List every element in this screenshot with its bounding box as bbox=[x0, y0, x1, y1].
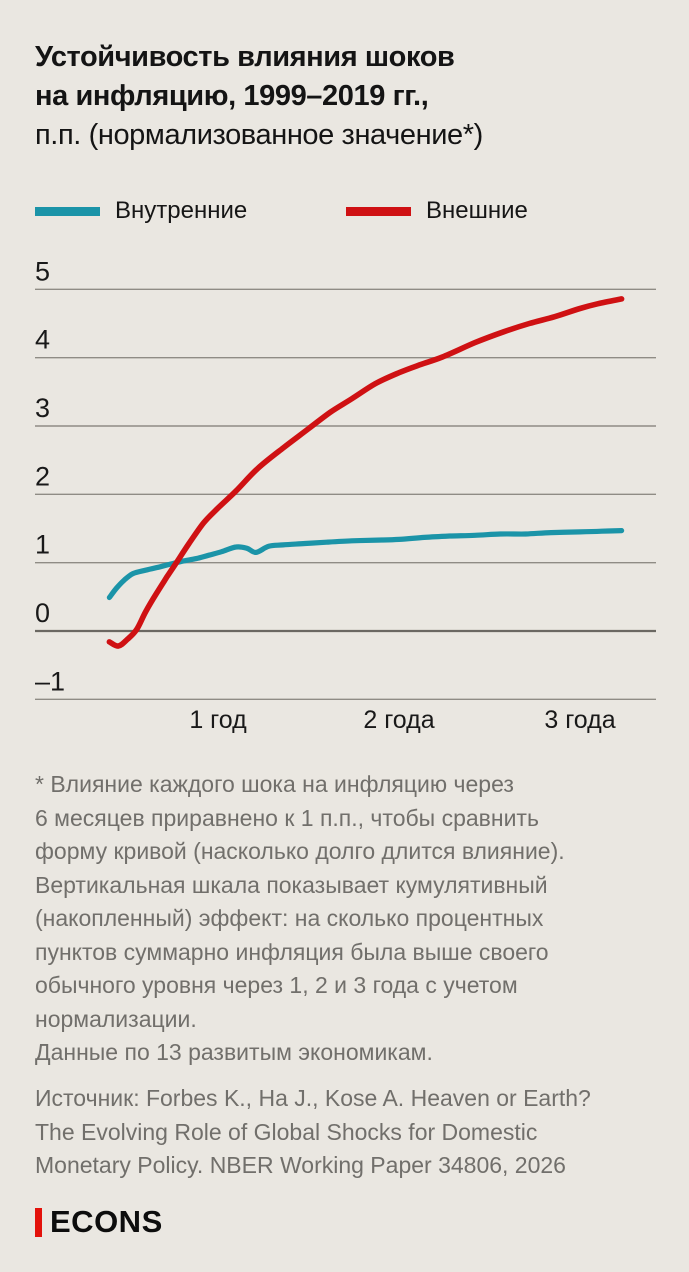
y-axis-label: 4 bbox=[35, 325, 50, 355]
page-title: Устойчивость влияния шоков на инфляцию, … bbox=[35, 38, 655, 155]
y-axis-label: 5 bbox=[35, 256, 50, 286]
page-title-main: Устойчивость влияния шоков на инфляцию, … bbox=[35, 41, 455, 112]
x-axis-label: 3 года bbox=[544, 706, 615, 734]
legend-label-external: Внешние bbox=[426, 197, 528, 224]
x-axis-label: 2 года bbox=[363, 706, 434, 734]
econs-logo: ECONS bbox=[35, 1204, 163, 1240]
legend-swatch-domestic bbox=[35, 206, 100, 216]
legend-item-external: Внешние bbox=[346, 196, 528, 226]
logo-text: ECONS bbox=[50, 1204, 163, 1239]
y-axis-label: –1 bbox=[35, 666, 65, 696]
legend-swatch-external bbox=[346, 206, 411, 216]
y-axis-label: 2 bbox=[35, 461, 50, 491]
chart-legend: Внутренние Внешние bbox=[0, 196, 689, 230]
y-axis-label: 1 bbox=[35, 530, 50, 560]
line-chart: 5 4 3 2 1 0 –1 1 год 2 года 3 года bbox=[0, 240, 689, 760]
legend-item-domestic: Внутренние bbox=[35, 196, 247, 226]
y-axis-label: 3 bbox=[35, 393, 50, 423]
page-title-units: п.п. (нормализованное значение*) bbox=[35, 119, 483, 151]
source-text: Источник: Forbes K., Ha J., Kose A. Heav… bbox=[35, 1085, 591, 1178]
series-line-domestic bbox=[106, 528, 625, 601]
logo-red-bar-icon bbox=[35, 1207, 42, 1237]
line-chart-svg: 5 4 3 2 1 0 –1 1 год 2 года 3 года bbox=[35, 256, 656, 734]
y-axis-label: 0 bbox=[35, 598, 50, 628]
legend-label-domestic: Внутренние bbox=[115, 197, 248, 224]
series-line-external bbox=[106, 296, 625, 649]
x-axis-label: 1 год bbox=[189, 706, 247, 734]
footnote-text: * Влияние каждого шока на инфляцию через… bbox=[35, 771, 565, 1065]
